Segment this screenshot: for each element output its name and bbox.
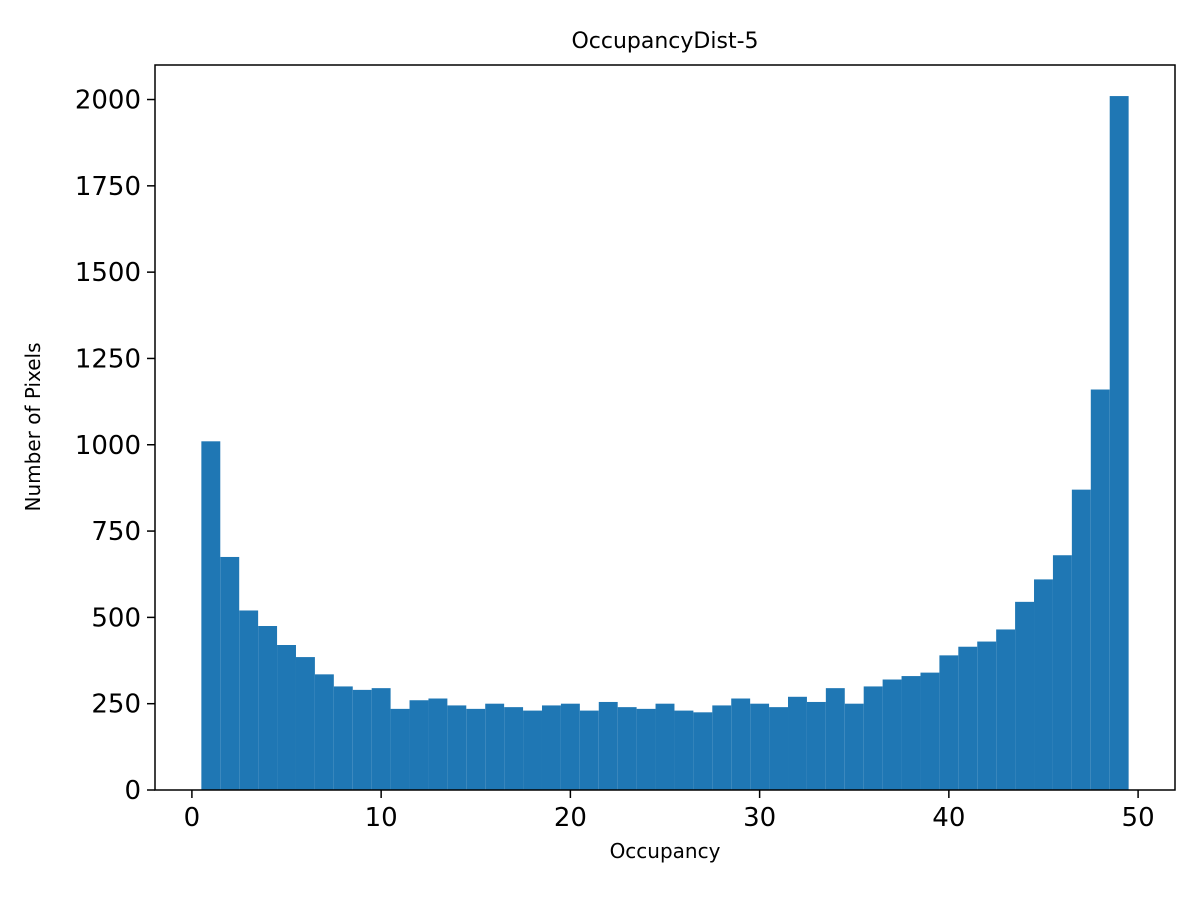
histogram-bar <box>806 701 826 790</box>
histogram-bar <box>333 686 353 790</box>
histogram-bar <box>674 710 694 790</box>
y-tick-label: 250 <box>91 690 141 720</box>
y-axis-label: Number of Pixels <box>21 342 45 511</box>
y-tick-label: 1250 <box>75 344 141 374</box>
histogram-bar <box>863 686 883 790</box>
histogram-bar <box>598 701 618 790</box>
histogram-bar <box>920 672 940 790</box>
x-tick-label: 40 <box>932 803 965 833</box>
histogram-bar <box>1052 555 1072 790</box>
y-tick-label: 1750 <box>75 172 141 202</box>
y-tick-label: 1000 <box>75 431 141 461</box>
x-axis-label: Occupancy <box>610 839 721 863</box>
histogram-bar <box>1015 601 1035 790</box>
histogram-bar <box>844 703 864 790</box>
histogram-bar <box>541 705 561 790</box>
histogram-bar <box>504 707 524 790</box>
histogram-bar <box>371 688 391 790</box>
histogram-bar <box>712 705 732 790</box>
histogram-bars <box>201 96 1129 790</box>
histogram-bar <box>428 698 448 790</box>
histogram-bar <box>201 441 221 790</box>
histogram-bar <box>731 698 751 790</box>
histogram-bar <box>220 556 240 790</box>
y-tick-label: 1500 <box>75 258 141 288</box>
x-tick-label: 30 <box>743 803 776 833</box>
histogram-bar <box>409 700 429 790</box>
histogram-bar <box>825 688 845 790</box>
histogram-bar <box>447 705 467 790</box>
histogram-bar <box>996 629 1016 790</box>
histogram-bar <box>655 703 675 790</box>
y-tick-label: 2000 <box>75 86 141 116</box>
y-tick-label: 500 <box>91 603 141 633</box>
histogram-bar <box>1090 389 1110 790</box>
histogram-bar <box>788 696 807 790</box>
histogram-bar <box>693 712 713 790</box>
histogram-bar <box>1109 96 1129 790</box>
histogram-bar <box>314 674 334 790</box>
histogram-bar <box>579 710 599 790</box>
histogram-bar <box>258 626 278 790</box>
histogram-bar <box>295 657 315 790</box>
x-tick-label: 50 <box>1122 803 1155 833</box>
histogram-bar <box>617 707 637 790</box>
y-tick-label: 750 <box>91 517 141 547</box>
histogram-bar <box>769 707 788 790</box>
histogram-bar <box>560 703 580 790</box>
histogram-bar <box>485 703 505 790</box>
histogram-bar <box>958 646 978 790</box>
x-tick-label: 20 <box>554 803 587 833</box>
histogram-bar <box>352 689 372 790</box>
histogram-bar <box>277 645 296 790</box>
axes: 0 10 20 30 40 5002505007501000125015001750200… <box>75 64 1176 833</box>
histogram-bar <box>1071 489 1091 790</box>
histogram-bar <box>523 710 542 790</box>
plot-border <box>154 64 1176 791</box>
histogram-bar <box>239 610 259 790</box>
histogram-bar <box>901 676 921 790</box>
histogram-bar <box>1034 579 1053 790</box>
histogram-bar <box>636 708 656 790</box>
chart-title: OccupancyDist-5 <box>571 29 758 54</box>
histogram-bar <box>977 641 997 790</box>
histogram-bar <box>939 655 959 790</box>
histogram-bar <box>466 708 486 790</box>
histogram-bar <box>750 703 770 790</box>
x-tick-label: 0 <box>184 803 201 833</box>
histogram-bar <box>390 708 410 790</box>
y-tick-label: 0 <box>124 776 141 806</box>
x-tick-label: 10 <box>365 803 398 833</box>
histogram-bar <box>882 679 902 790</box>
